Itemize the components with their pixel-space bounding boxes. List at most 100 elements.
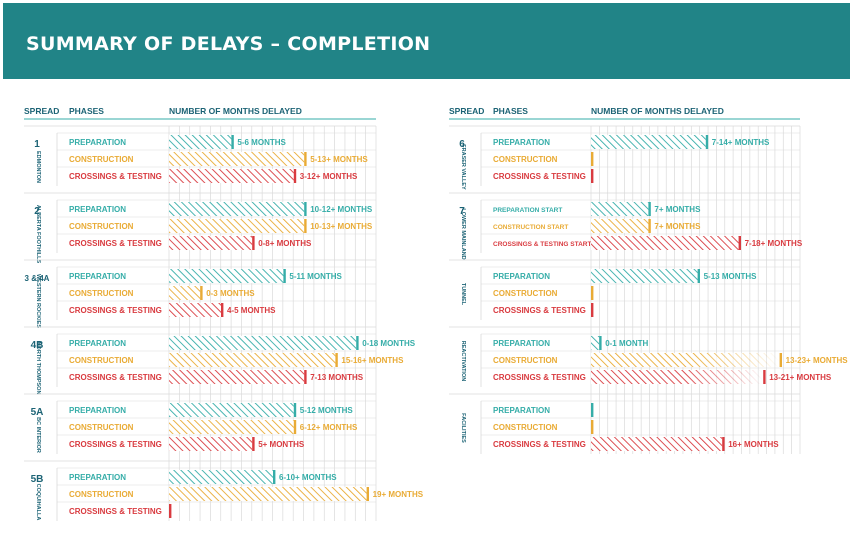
spread-group: FACILITIES PREPARATION CONSTRUCTION CROSSIN… — [449, 393, 800, 454]
bar-crossings — [169, 303, 221, 317]
spread-group: REACTIVATION PREPARATION 0-1 MONTH CONSTRUC… — [449, 326, 849, 387]
header-phases: PHASES — [493, 106, 528, 116]
bar-end-marker — [252, 236, 255, 250]
phase-label: CROSSINGS & TESTING — [69, 440, 162, 449]
bar-end-marker — [705, 135, 709, 149]
bar-end-marker — [591, 420, 594, 434]
spread-number: 7 — [459, 206, 465, 217]
value-label: 16+ MONTHS — [728, 440, 779, 449]
phase-label: PREPARATION — [493, 339, 550, 348]
bar-construction — [591, 353, 780, 367]
bar-preparation — [169, 336, 357, 350]
header-months: NUMBER OF MONTHS DELAYED — [591, 106, 724, 116]
bar-end-marker — [591, 403, 594, 417]
value-label: 10-13+ MONTHS — [310, 222, 373, 231]
value-label: 13-21+ MONTHS — [769, 373, 832, 382]
phase-label: PREPARATION — [69, 272, 126, 281]
bar-end-marker — [304, 370, 307, 384]
value-label: 5+ MONTHS — [258, 440, 305, 449]
bar-end-marker — [293, 169, 297, 183]
spread-number: 1 — [34, 139, 40, 150]
value-label: 19+ MONTHS — [373, 490, 424, 499]
value-label: 5-12 MONTHS — [300, 406, 354, 415]
spread-location: REACTIVATION — [460, 341, 466, 381]
value-label: 7+ MONTHS — [654, 222, 701, 231]
phase-label: PREPARATION — [69, 205, 126, 214]
phase-label: PREPARATION — [69, 406, 126, 415]
bar-construction — [169, 353, 336, 367]
value-label: 6-10+ MONTHS — [279, 473, 337, 482]
spread-location: LOWER MAINLAND — [460, 208, 466, 259]
value-label: 5-11 MONTHS — [289, 272, 342, 281]
phase-label: CONSTRUCTION — [493, 356, 558, 365]
phase-label: CROSSINGS & TESTING — [493, 172, 586, 181]
bar-crossings — [169, 370, 305, 384]
spread-number: 5B — [31, 474, 44, 485]
phase-label: PREPARATION — [69, 138, 126, 147]
phase-label: CROSSINGS & TESTING — [493, 306, 586, 315]
value-label: 6-12+ MONTHS — [300, 423, 358, 432]
phase-label: PREPARATION — [493, 406, 550, 415]
bar-end-marker — [200, 286, 203, 300]
bar-end-marker — [591, 286, 594, 300]
value-label: 3-12+ MONTHS — [300, 172, 358, 181]
value-label: 0-3 MONTHS — [206, 289, 255, 298]
phase-label: CROSSINGS & TESTING — [493, 440, 586, 449]
spread-location: TUNNEL — [460, 283, 466, 306]
value-label: 10-12+ MONTHS — [310, 205, 373, 214]
phase-label: CROSSINGS & TESTING — [69, 507, 162, 516]
phase-label: CONSTRUCTION — [69, 222, 134, 231]
header-phases: PHASES — [69, 106, 104, 116]
phase-label: CROSSINGS & TESTING — [69, 306, 162, 315]
phase-label: CROSSINGS & TESTING — [69, 373, 162, 382]
value-label: 0-18 MONTHS — [362, 339, 416, 348]
spread-number: 6 — [459, 139, 465, 150]
spread-number: 2 — [34, 206, 40, 217]
phase-label: CONSTRUCTION — [69, 490, 134, 499]
bar-end-marker — [335, 353, 338, 367]
bar-end-marker — [648, 219, 651, 233]
chart-column-2: SPREAD PHASES NUMBER OF MONTHS DELAYED 6FRA… — [449, 106, 848, 454]
bar-end-marker — [293, 403, 297, 417]
bar-preparation — [169, 470, 273, 484]
spread-location: ALBERTA FOOTHILLS — [35, 205, 41, 264]
phase-label: CONSTRUCTION — [69, 155, 134, 164]
bar-end-marker — [599, 336, 602, 350]
bar-end-marker — [722, 437, 725, 451]
bar-preparation — [591, 336, 600, 350]
value-label: 13-23+ MONTHS — [786, 356, 849, 365]
bar-preparation — [169, 269, 284, 283]
value-label: 7+ MONTHS — [654, 205, 701, 214]
phase-label: PREPARATION — [69, 339, 126, 348]
bar-construction — [591, 219, 649, 233]
bar-end-marker — [591, 303, 594, 317]
spread-location: BC INTERIOR — [35, 417, 41, 453]
bar-end-marker — [648, 202, 651, 216]
bar-end-marker — [252, 437, 255, 451]
bar-end-marker — [283, 269, 286, 283]
phase-label: CONSTRUCTION — [69, 356, 134, 365]
spread-number: 4B — [31, 340, 44, 351]
bar-end-marker — [231, 135, 234, 149]
value-label: 0-8+ MONTHS — [258, 239, 312, 248]
spread-location: EDMONTON — [35, 151, 41, 183]
phase-label: PREPARATION — [69, 473, 126, 482]
bar-construction — [169, 487, 367, 501]
bar-construction — [169, 286, 201, 300]
bar-crossings — [591, 370, 764, 384]
bar-end-marker — [738, 236, 741, 250]
bar-end-marker — [591, 152, 594, 166]
phase-label: PREPARATION — [493, 138, 550, 147]
bar-end-marker — [779, 353, 782, 367]
bar-end-marker — [763, 370, 766, 384]
bar-end-marker — [697, 269, 700, 283]
bar-end-marker — [356, 336, 359, 350]
page-title: SUMMARY OF DELAYS – COMPLETION — [26, 33, 431, 55]
spread-location: NORTH THOMPSON — [35, 342, 41, 395]
spread-location: WESTERN ROCKIES — [35, 274, 41, 328]
